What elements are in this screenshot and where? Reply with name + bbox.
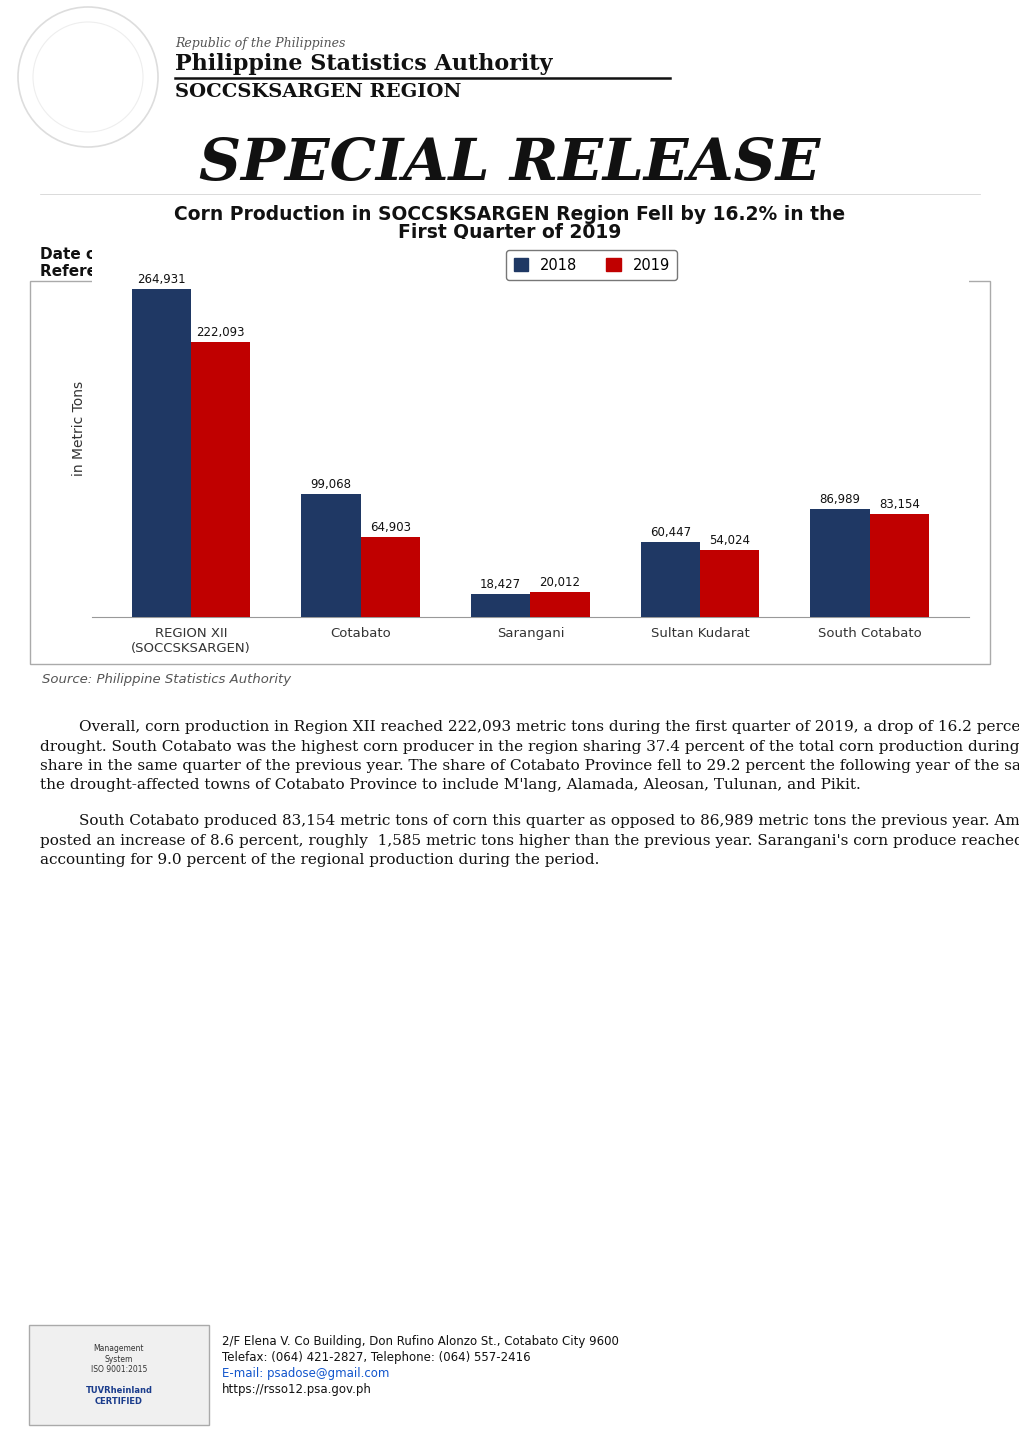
Text: First Quarter , 2018 and 2019: First Quarter , 2018 and 2019 [382,304,637,320]
Legend: 2018, 2019: 2018, 2019 [505,251,677,280]
Text: First Quarter of 2019: First Quarter of 2019 [398,222,621,241]
Text: Reference No. R12-SR2019-023: Reference No. R12-SR2019-023 [40,264,309,280]
Text: drought. South Cotabato was the highest corn producer in the region sharing 37.4: drought. South Cotabato was the highest … [40,740,1019,754]
Text: 86,989: 86,989 [818,493,860,506]
Text: TUVRheinland
CERTIFIED: TUVRheinland CERTIFIED [86,1386,153,1406]
Text: posted an increase of 8.6 percent, roughly  1,585 metric tons higher than the pr: posted an increase of 8.6 percent, rough… [40,833,1019,848]
Bar [869,515,928,617]
Text: accounting for 9.0 percent of the regional production during the period.: accounting for 9.0 percent of the region… [40,854,599,867]
Text: Corn Production in SOCCSKSARGEN Region Fell by 16.2% in the: Corn Production in SOCCSKSARGEN Region F… [174,205,845,224]
Bar [809,509,869,617]
Text: 60,447: 60,447 [649,526,690,539]
Bar [301,495,361,617]
Text: 20,012: 20,012 [539,577,580,590]
Text: 54,024: 54,024 [708,534,750,547]
Text: 2/F Elena V. Co Building, Don Rufino Alonzo St., Cotabato City 9600: 2/F Elena V. Co Building, Don Rufino Alo… [222,1335,619,1348]
Y-axis label: in Metric Tons: in Metric Tons [72,381,87,476]
Text: Figure 1. Corn Production By Province, SOCCSKSARGEN Region:: Figure 1. Corn Production By Province, S… [266,287,753,301]
Text: Overall, corn production in Region XII reached 222,093 metric tons during the fi: Overall, corn production in Region XII r… [40,720,1019,734]
Text: https://rsso12.psa.gov.ph: https://rsso12.psa.gov.ph [222,1383,372,1396]
Text: share in the same quarter of the previous year. The share of Cotabato Province f: share in the same quarter of the previou… [40,758,1019,773]
Bar [471,594,530,617]
Text: 99,068: 99,068 [310,479,352,492]
Text: the drought-affected towns of Cotabato Province to include M'lang, Alamada, Aleo: the drought-affected towns of Cotabato P… [40,779,860,793]
Bar [530,593,589,617]
Bar [640,542,699,617]
Text: SPECIAL RELEASE: SPECIAL RELEASE [199,136,820,192]
Text: Date of Release: 16 August 2019: Date of Release: 16 August 2019 [40,247,322,261]
Bar [191,342,251,617]
Text: Republic of the Philippines: Republic of the Philippines [175,37,345,50]
Text: 222,093: 222,093 [197,326,245,339]
Text: E-mail: psadose@gmail.com: E-mail: psadose@gmail.com [222,1367,389,1380]
FancyBboxPatch shape [30,281,989,663]
Text: 18,427: 18,427 [480,578,521,591]
Text: South Cotabato produced 83,154 metric tons of corn this quarter as opposed to 86: South Cotabato produced 83,154 metric to… [40,813,1019,828]
FancyBboxPatch shape [29,1325,209,1425]
Text: Telefax: (064) 421-2827, Telephone: (064) 557-2416: Telefax: (064) 421-2827, Telephone: (064… [222,1351,530,1364]
Text: Management
System
ISO 9001:2015: Management System ISO 9001:2015 [91,1344,147,1374]
Bar [131,288,191,617]
Text: 83,154: 83,154 [878,497,919,510]
Text: Philippine Statistics Authority: Philippine Statistics Authority [175,53,552,75]
Text: 264,931: 264,931 [137,273,185,286]
Bar [699,551,759,617]
Text: 64,903: 64,903 [370,521,411,534]
Bar [361,536,420,617]
Text: Source: Philippine Statistics Authority: Source: Philippine Statistics Authority [42,673,290,686]
Text: SOCCSKSARGEN REGION: SOCCSKSARGEN REGION [175,84,461,101]
